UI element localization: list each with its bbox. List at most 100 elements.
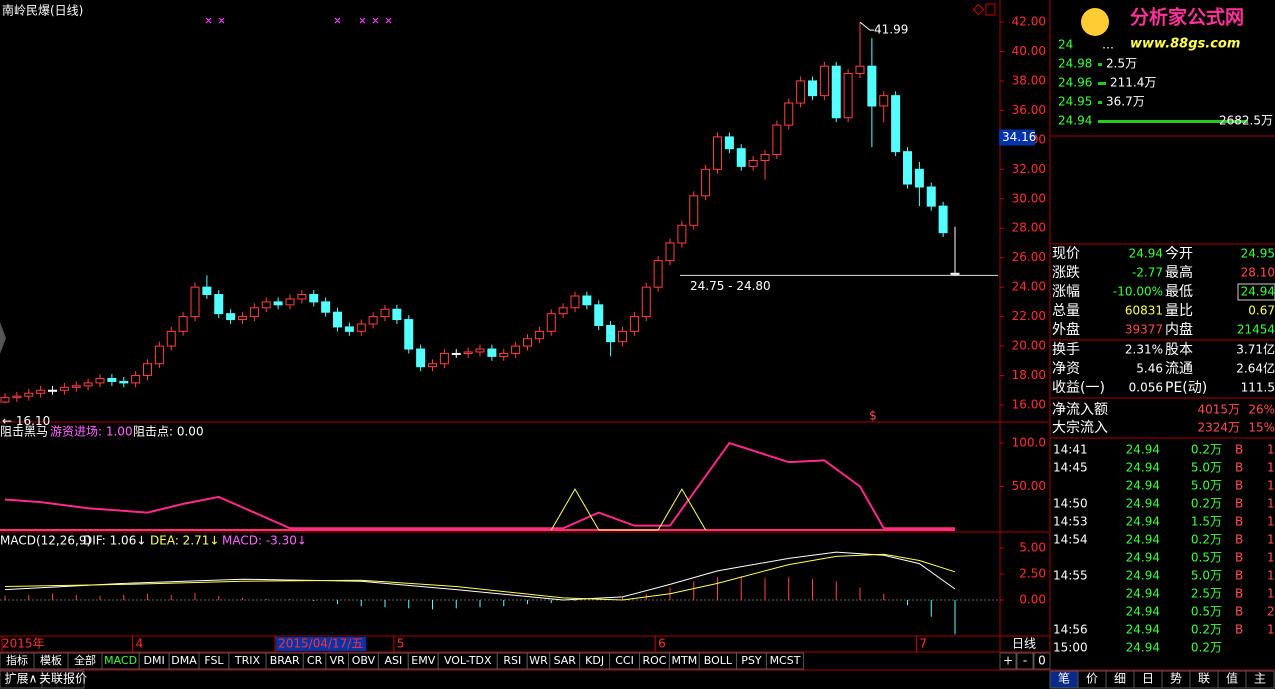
stat-value: 2.31% <box>1125 343 1163 357</box>
tab-label: KDJ <box>585 654 604 667</box>
stat-name: 量比 <box>1165 303 1193 319</box>
cursor-box <box>999 129 1035 146</box>
candle-body <box>724 136 734 150</box>
tab-label: ROC <box>642 654 666 667</box>
candle-body <box>914 168 924 188</box>
high-pointer <box>859 21 874 31</box>
zoom-label: 0 <box>1038 654 1046 668</box>
tab-label: ASI <box>384 654 402 667</box>
y-tick-label: 2.50 <box>1019 567 1046 581</box>
period-label: 日线 <box>1012 637 1036 651</box>
trade-price: 24.94 <box>1126 569 1160 583</box>
trade-volume: 0.2万 <box>1191 497 1222 511</box>
trade-time: 15:00 <box>1053 641 1088 655</box>
candle-body <box>926 186 936 207</box>
book-price: 24.95 <box>1058 95 1092 109</box>
logo-name: 分析家公式网 <box>1130 6 1244 29</box>
candle-body <box>24 392 34 397</box>
side-tab-label: 势 <box>1170 672 1182 686</box>
candle-body <box>202 286 212 296</box>
trade-price: 24.94 <box>1126 641 1160 655</box>
candle-body <box>879 95 889 107</box>
zoom-button[interactable] <box>1033 652 1051 670</box>
candle-body <box>760 154 770 161</box>
side-tab-label: 日 <box>1142 672 1154 686</box>
support-label: 24.75 - 24.80 <box>690 279 771 293</box>
candle-body <box>166 330 176 347</box>
candle-body <box>261 301 271 309</box>
y-tick-label: 100.0 <box>1012 436 1046 450</box>
candle-body <box>71 385 81 388</box>
trade-count: 1 <box>1267 497 1275 511</box>
bottom-tab[interactable] <box>41 670 85 689</box>
stat-value: -10.00% <box>1113 285 1163 299</box>
stat-value: 5.46 <box>1136 362 1163 376</box>
trade-time: 14:53 <box>1053 515 1088 529</box>
candle-body <box>48 389 57 392</box>
date-label: 4 <box>136 637 144 651</box>
side-handle[interactable] <box>0 322 6 354</box>
indicator-spike <box>550 488 707 531</box>
stat-name: 大宗流入 <box>1052 420 1108 436</box>
candle-body <box>606 324 616 343</box>
indicator-label: 阻击点: 0.00 <box>133 425 204 439</box>
high-label: 41.99 <box>874 23 908 37</box>
candle-body <box>344 326 354 332</box>
candle-body <box>12 395 22 399</box>
zoom-button[interactable] <box>1016 652 1034 670</box>
stat-value: 111.5 <box>1241 381 1275 395</box>
book-volume: … <box>1102 38 1114 52</box>
y-tick-label: 24.00 <box>1012 280 1046 294</box>
trade-volume: 0.2万 <box>1191 641 1222 655</box>
book-volume: 2682.5万 <box>1219 114 1273 128</box>
trade-volume: 0.2万 <box>1191 533 1222 547</box>
book-volume: 2.5万 <box>1106 57 1137 71</box>
tab-label: DMI <box>144 654 165 667</box>
candle-body <box>641 286 651 318</box>
date-label: 7 <box>919 637 927 651</box>
side-tab-label: 细 <box>1114 672 1126 686</box>
book-price: 24.98 <box>1058 57 1092 71</box>
bottom-tab-label: 扩展∧ <box>5 672 38 686</box>
side-tab[interactable] <box>1245 670 1275 689</box>
book-bar <box>1098 101 1102 104</box>
candle-body <box>629 316 639 332</box>
candle-body <box>463 351 473 354</box>
icon[interactable] <box>972 3 985 16</box>
candle-body <box>843 73 853 119</box>
candle-body <box>380 308 390 318</box>
tab-label: FSL <box>204 654 224 667</box>
trade-volume: 5.0万 <box>1191 569 1222 583</box>
tab-label: CCI <box>615 654 634 667</box>
candle-body <box>451 352 461 355</box>
y-tick-label: 30.00 <box>1012 191 1046 205</box>
date-cursor <box>276 637 367 651</box>
y-tick-label: 5.00 <box>1019 541 1046 555</box>
tab[interactable] <box>765 652 805 670</box>
y-tick-label: 18.00 <box>1012 368 1046 382</box>
trade-count: 1 <box>1267 479 1275 493</box>
trade-price: 24.94 <box>1126 497 1160 511</box>
trade-price: 24.94 <box>1126 605 1160 619</box>
stat-name: 总量 <box>1052 303 1080 319</box>
zoom-button[interactable] <box>999 652 1017 670</box>
stat-name: 最高 <box>1165 264 1193 281</box>
trade-time: 14:50 <box>1053 497 1088 511</box>
book-price: 24.96 <box>1058 76 1092 90</box>
candle-body <box>808 80 817 97</box>
zoom-label: + <box>1003 654 1013 668</box>
y-tick-label: 32.00 <box>1012 162 1046 176</box>
icon[interactable] <box>985 3 996 16</box>
tab-label: CR <box>307 654 323 667</box>
stat-name: 收益(一) <box>1052 380 1105 396</box>
date-label: 2015/04/17/五 <box>278 637 363 651</box>
trade-count: 1 <box>1267 533 1275 547</box>
candle-body <box>891 95 901 153</box>
trade-time: 14:55 <box>1053 569 1088 583</box>
side-tab-label: 主 <box>1254 672 1266 686</box>
y-tick-label: 16.00 <box>1012 398 1046 412</box>
candle-body <box>831 65 841 119</box>
candle-body <box>784 102 794 126</box>
candle-body <box>214 294 224 315</box>
indicator-label: 游资进场: 1.00 <box>50 425 133 439</box>
